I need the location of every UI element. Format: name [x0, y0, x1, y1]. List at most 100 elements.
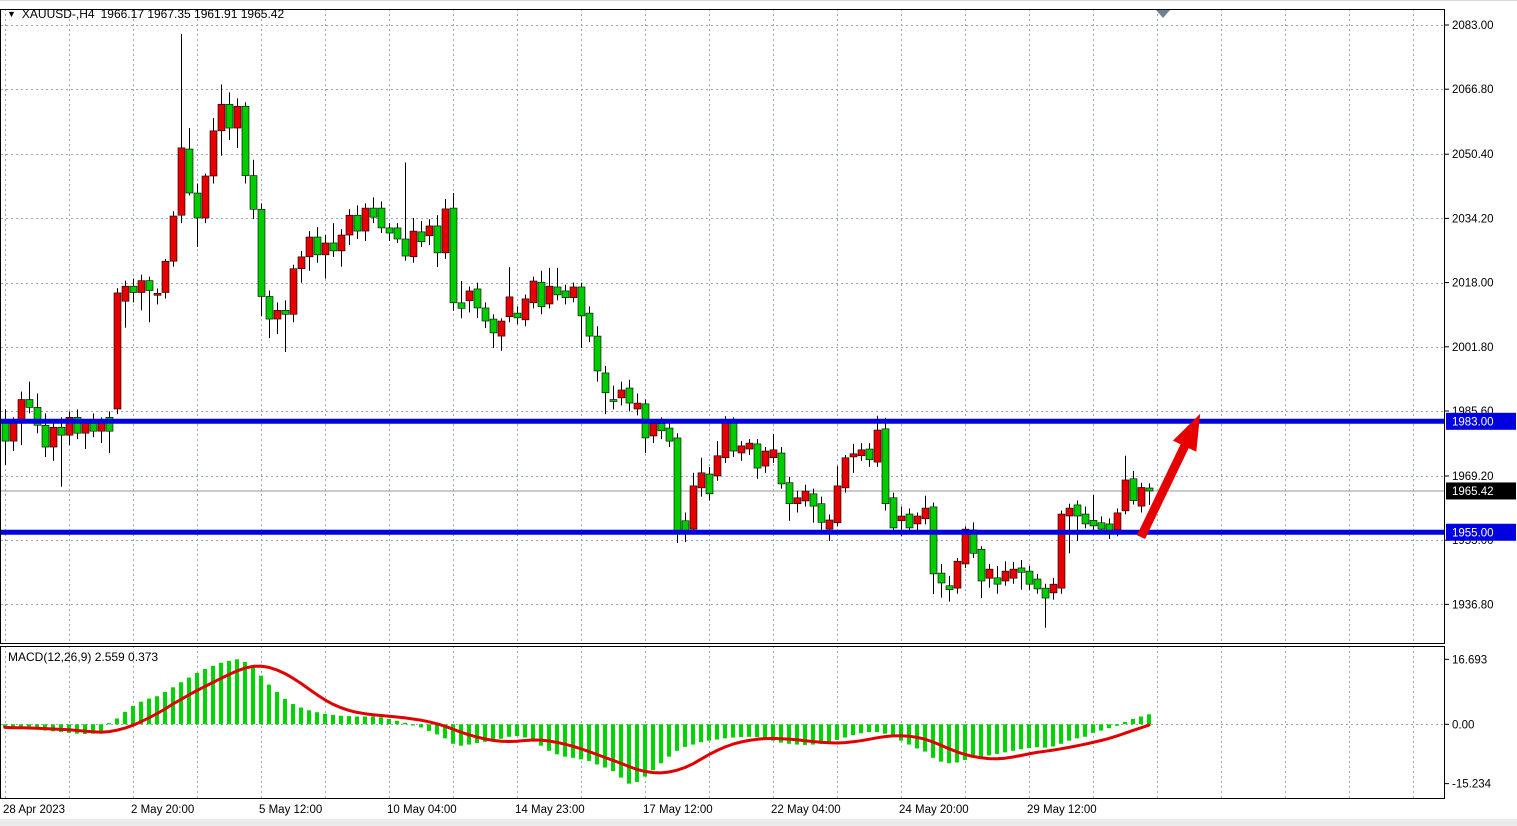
candle-body [953, 560, 962, 589]
macd-bar [3, 724, 7, 728]
macd-bar [1019, 724, 1023, 750]
candle [233, 98, 242, 148]
candle [1009, 561, 1018, 584]
candle [561, 284, 570, 305]
candle-body [689, 485, 698, 530]
macd-bar [763, 724, 767, 739]
trend-arrow[interactable] [1136, 413, 1201, 539]
macd-bar [187, 677, 191, 725]
candle [153, 288, 162, 305]
macd-bar [99, 724, 103, 733]
macd-bar [139, 701, 143, 725]
candle-body [321, 242, 330, 256]
macd-bar [1147, 714, 1151, 725]
candle [993, 565, 1002, 594]
candle-body [817, 503, 826, 523]
candle [1001, 561, 1010, 586]
macd-bar [179, 682, 183, 725]
current-price-badge: 1965.42 [1446, 482, 1516, 500]
candle-body [665, 427, 674, 442]
candle-body [761, 450, 770, 467]
candle [929, 502, 938, 595]
candle [593, 326, 602, 382]
candle-body [705, 473, 714, 495]
candle-body [1065, 507, 1074, 517]
time-tick-label: 10 May 04:00 [387, 804, 457, 816]
candle [49, 421, 58, 461]
price-tick-label: 2050.40 [1452, 149, 1494, 161]
macd-bar [651, 724, 655, 771]
candle-body [625, 387, 634, 404]
candle-body [753, 443, 762, 469]
candle [577, 282, 586, 348]
candle [417, 221, 426, 247]
candle-body [873, 429, 882, 463]
candle-body [569, 286, 578, 298]
candle-body [433, 225, 442, 254]
candle [201, 173, 210, 224]
macd-bar [611, 724, 615, 772]
candle [401, 162, 410, 261]
candle [377, 201, 386, 234]
candle [321, 235, 330, 279]
macd-bar [387, 718, 391, 725]
chevron-down-icon[interactable]: ▼ [7, 8, 16, 19]
candle-body [1001, 570, 1010, 582]
candle [1137, 482, 1146, 513]
candle [601, 365, 610, 415]
resistance-price-badge-bg [1446, 412, 1516, 430]
candle-body [1049, 583, 1058, 594]
macd-bar [1075, 724, 1079, 739]
candle [825, 514, 834, 541]
candle-body [145, 280, 154, 291]
candle [785, 476, 794, 521]
candle-body [313, 236, 322, 256]
macd-bar [91, 724, 95, 734]
candle [465, 286, 474, 313]
macd-bar [891, 724, 895, 737]
time-tick-label: 28 Apr 2023 [3, 804, 65, 816]
macd-bar [779, 724, 783, 743]
candle-body [241, 105, 250, 176]
macd-bar [211, 665, 215, 725]
candle [1121, 455, 1130, 515]
candle [73, 409, 82, 440]
chart-title-bar: ▼ XAUUSD-,H4 1966.17 1967.35 1961.91 196… [7, 7, 284, 21]
candle-body [921, 507, 930, 520]
macd-bar [867, 724, 871, 733]
candle-body [521, 298, 530, 321]
candle-body [361, 207, 370, 232]
candle [529, 276, 538, 309]
candle [105, 411, 114, 454]
price-tick-label: 1936.80 [1452, 599, 1494, 611]
macd-bar [547, 724, 551, 751]
candle [713, 441, 722, 481]
macd-bar [459, 724, 463, 746]
macd-bar [619, 724, 623, 778]
macd-bar [1051, 724, 1055, 747]
candle-body [49, 426, 58, 448]
candle-body [897, 515, 906, 522]
candle [1089, 495, 1098, 531]
macd-tick-label: 16.693 [1452, 654, 1487, 666]
candle [849, 443, 858, 473]
macd-bar [1099, 724, 1103, 731]
macd-bar [747, 724, 751, 737]
candle-body [369, 207, 378, 218]
candle-body [745, 442, 754, 450]
macd-bar [355, 716, 359, 725]
macd-bar [11, 724, 15, 729]
candle-body [825, 519, 834, 530]
macd-bar [1091, 724, 1095, 733]
macd-bar [299, 707, 303, 725]
macd-bar [435, 724, 439, 735]
current-price-badge-text: 1965.42 [1452, 486, 1494, 498]
candle [753, 439, 762, 479]
candle [769, 433, 778, 463]
candle [121, 280, 130, 328]
candle-body [649, 423, 658, 437]
candle [905, 508, 914, 534]
candle [409, 217, 418, 263]
candle-body [441, 208, 450, 254]
